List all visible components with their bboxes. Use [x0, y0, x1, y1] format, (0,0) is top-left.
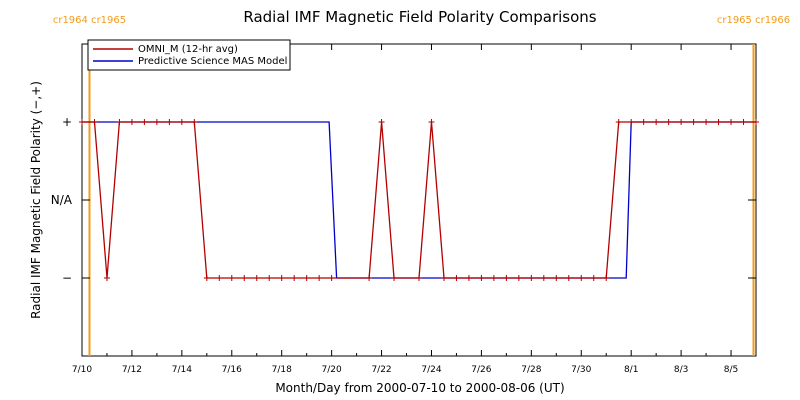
- data-point: [490, 275, 497, 281]
- legend-box: [87, 39, 291, 71]
- data-point: [515, 275, 522, 281]
- series-mas-model: [82, 121, 756, 279]
- x-tick-label: 7/20: [322, 365, 342, 375]
- x-tick-label: 7/26: [471, 365, 491, 375]
- series-line: [82, 121, 756, 279]
- data-point: [141, 119, 148, 125]
- data-point: [116, 119, 123, 125]
- data-point: [316, 275, 323, 281]
- x-tick-label: 7/18: [272, 365, 292, 375]
- data-point: [216, 275, 223, 281]
- x-tick-label: 7/16: [222, 365, 242, 375]
- data-point: [303, 275, 310, 281]
- data-point: [241, 275, 248, 281]
- legend: OMNI_M (12-hr avg) Predictive Science MA…: [87, 39, 291, 71]
- x-tick-label: 7/10: [72, 365, 92, 375]
- data-point: [191, 119, 198, 125]
- data-point: [715, 119, 722, 125]
- data-point: [79, 119, 85, 125]
- data-point: [228, 275, 235, 281]
- plot-frame: [81, 43, 757, 357]
- carrington-label: cr1965 cr1966: [717, 15, 790, 26]
- x-tick-label: 8/5: [724, 365, 738, 375]
- y-axis-label: Radial IMF Magnetic Field Polarity (−,+): [29, 81, 43, 319]
- data-point: [565, 275, 572, 281]
- data-point: [416, 275, 422, 281]
- data-point: [478, 275, 485, 281]
- x-axis-label: Month/Day from 2000-07-10 to 2000-08-06 …: [275, 381, 564, 395]
- x-tick-label: 8/1: [624, 365, 638, 375]
- data-point: [603, 275, 610, 281]
- legend-label-omni: OMNI_M (12-hr avg): [138, 44, 238, 55]
- chart-title: Radial IMF Magnetic Field Polarity Compa…: [243, 8, 596, 26]
- data-point: [440, 275, 447, 281]
- y-tick-label: N/A: [51, 193, 73, 207]
- data-point: [266, 275, 273, 281]
- data-point: [578, 275, 585, 281]
- data-point: [166, 119, 173, 125]
- data-point: [428, 119, 435, 125]
- carrington-labels: cr1964 cr1965 cr1965 cr1966: [53, 15, 790, 26]
- x-axis-ticks: 7/10 7/12 7/14 7/16 7/18 7/20 7/22 7/24 7/26 7/28…: [72, 44, 738, 375]
- data-point: [391, 275, 398, 281]
- data-point: [91, 119, 98, 125]
- x-tick-label: 7/12: [122, 365, 142, 375]
- data-point: [665, 119, 672, 125]
- data-point: [590, 275, 597, 281]
- data-point: [640, 119, 647, 125]
- data-point: [553, 275, 560, 281]
- data-point: [128, 119, 135, 125]
- data-point: [253, 275, 260, 281]
- x-tick-label: 7/30: [571, 365, 591, 375]
- data-point: [615, 119, 622, 125]
- data-point: [153, 119, 160, 125]
- data-point: [103, 275, 110, 281]
- series-omni: [79, 119, 759, 281]
- x-tick-label: 7/22: [371, 365, 391, 375]
- y-axis-ticks: + N/A −: [51, 115, 756, 285]
- data-point: [753, 119, 759, 125]
- y-tick-label: −: [62, 271, 72, 285]
- data-point: [528, 275, 535, 281]
- data-point: [703, 119, 710, 125]
- data-point: [465, 275, 472, 281]
- y-tick-label: +: [62, 115, 72, 129]
- carrington-lines: [88, 44, 755, 356]
- data-point: [178, 119, 185, 125]
- x-tick-label: 7/14: [172, 365, 192, 375]
- data-point: [203, 275, 210, 281]
- carrington-label: cr1964 cr1965: [53, 15, 126, 26]
- data-point: [540, 275, 547, 281]
- x-tick-label: 7/24: [421, 365, 441, 375]
- data-point: [728, 119, 735, 125]
- data-point: [378, 119, 385, 125]
- data-point: [453, 275, 460, 281]
- x-tick-label: 8/3: [674, 365, 688, 375]
- data-point: [366, 275, 373, 281]
- data-point: [291, 275, 298, 281]
- data-point: [628, 119, 635, 125]
- data-point: [328, 275, 335, 281]
- x-tick-label: 7/28: [521, 365, 541, 375]
- data-point: [690, 119, 697, 125]
- legend-label-model: Predictive Science MAS Model: [138, 56, 287, 67]
- data-point: [678, 119, 685, 125]
- data-point: [278, 275, 285, 281]
- series-line: [82, 121, 756, 279]
- data-point: [740, 119, 747, 125]
- data-point: [503, 275, 510, 281]
- data-point: [653, 119, 660, 125]
